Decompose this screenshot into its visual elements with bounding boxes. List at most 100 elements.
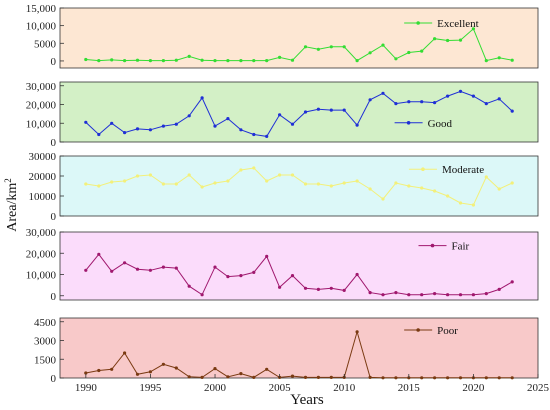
data-point [239, 128, 243, 132]
data-point [97, 59, 101, 63]
data-point [213, 124, 217, 128]
series-line-excellent [85, 27, 513, 62]
data-point [458, 293, 463, 297]
y-tick-label: 1500 [34, 354, 57, 366]
data-point [316, 182, 320, 186]
data-point [471, 293, 475, 297]
data-point [355, 179, 359, 183]
panel-good: 0 10,000 20,000 30,000 Good [26, 81, 539, 149]
panel-fair: 0 10,000 20,000 30,000 Fair [26, 227, 539, 303]
data-point [342, 108, 346, 112]
legend-marker [416, 21, 420, 25]
data-point [355, 272, 359, 277]
x-tick-label: 2000 [204, 382, 227, 394]
y-tick-label: 15,000 [26, 3, 57, 15]
data-point [174, 366, 178, 370]
data-point [110, 269, 114, 273]
data-point [329, 286, 333, 290]
data-point [135, 372, 140, 376]
y-tick-label: 10,000 [26, 118, 57, 130]
data-point [420, 100, 424, 104]
data-point [187, 54, 191, 59]
data-point [161, 362, 165, 366]
data-point [84, 182, 88, 186]
data-point [420, 293, 424, 297]
data-point [239, 168, 243, 172]
data-point [123, 261, 127, 265]
data-point [394, 57, 398, 61]
data-point [290, 274, 295, 278]
data-point [97, 368, 101, 373]
data-point [213, 367, 217, 371]
data-point [84, 371, 88, 375]
data-point [433, 101, 437, 105]
data-point [97, 252, 101, 256]
y-tick-label: 20,000 [26, 100, 57, 112]
data-point [433, 376, 437, 380]
data-point [484, 59, 488, 63]
y-axis-label-superscript: 2 [3, 178, 13, 183]
panel-poor: 0 1500 3000 4500 Poor [34, 317, 539, 385]
data-point [252, 166, 256, 170]
data-point [252, 375, 256, 379]
panel-moderate: 0 10000 20000 30000 Moderate [29, 151, 539, 223]
data-point [510, 280, 514, 284]
data-point [510, 109, 514, 113]
data-point [394, 102, 398, 106]
y-tick-label: 4500 [34, 317, 57, 329]
data-point [355, 123, 359, 127]
data-point [497, 187, 501, 191]
data-point [278, 113, 282, 117]
y-tick-label: 3000 [34, 336, 57, 348]
y-tick-label: 20000 [29, 171, 57, 183]
series-line-fair [85, 253, 513, 296]
data-point [458, 89, 463, 93]
x-tick-label: 2025 [527, 382, 550, 394]
panel-background [59, 317, 539, 379]
data-point [446, 94, 450, 98]
legend-label: Poor [437, 325, 458, 337]
data-point [161, 182, 165, 186]
y-axis-label: Area/km2 [3, 178, 20, 231]
data-point [213, 59, 217, 63]
data-point [110, 180, 114, 184]
data-point [97, 184, 101, 188]
data-point [226, 179, 230, 183]
data-point [252, 59, 256, 63]
data-point [187, 114, 191, 118]
data-point [148, 128, 152, 132]
x-tick-label: 1995 [139, 382, 162, 394]
data-point [342, 181, 346, 185]
panel-background [59, 7, 539, 69]
data-point [303, 375, 308, 379]
data-point [135, 127, 140, 131]
data-point [394, 181, 398, 185]
data-point [200, 185, 204, 189]
y-tick-label: 10000 [29, 191, 57, 203]
data-point [407, 50, 411, 55]
data-point [368, 375, 372, 379]
data-point [471, 203, 475, 207]
y-axis-label-text: Area/km [5, 183, 20, 232]
data-point [368, 187, 372, 191]
data-point [278, 173, 282, 177]
data-point [200, 375, 204, 379]
data-point [316, 375, 320, 379]
data-point [187, 284, 191, 288]
data-point [135, 174, 140, 178]
legend-marker [430, 243, 435, 248]
data-point [123, 351, 127, 355]
data-point [329, 108, 333, 112]
series-line-moderate [85, 167, 513, 206]
x-tick-label: 2020 [462, 382, 485, 394]
data-point [265, 134, 269, 138]
data-point [135, 58, 140, 62]
data-point [407, 100, 411, 104]
data-point [446, 293, 450, 297]
legend-marker [406, 121, 411, 125]
legend-label: Moderate [442, 164, 484, 176]
data-point [252, 132, 256, 137]
series-line-good [85, 90, 513, 137]
data-point [239, 59, 243, 63]
data-point [510, 181, 514, 185]
